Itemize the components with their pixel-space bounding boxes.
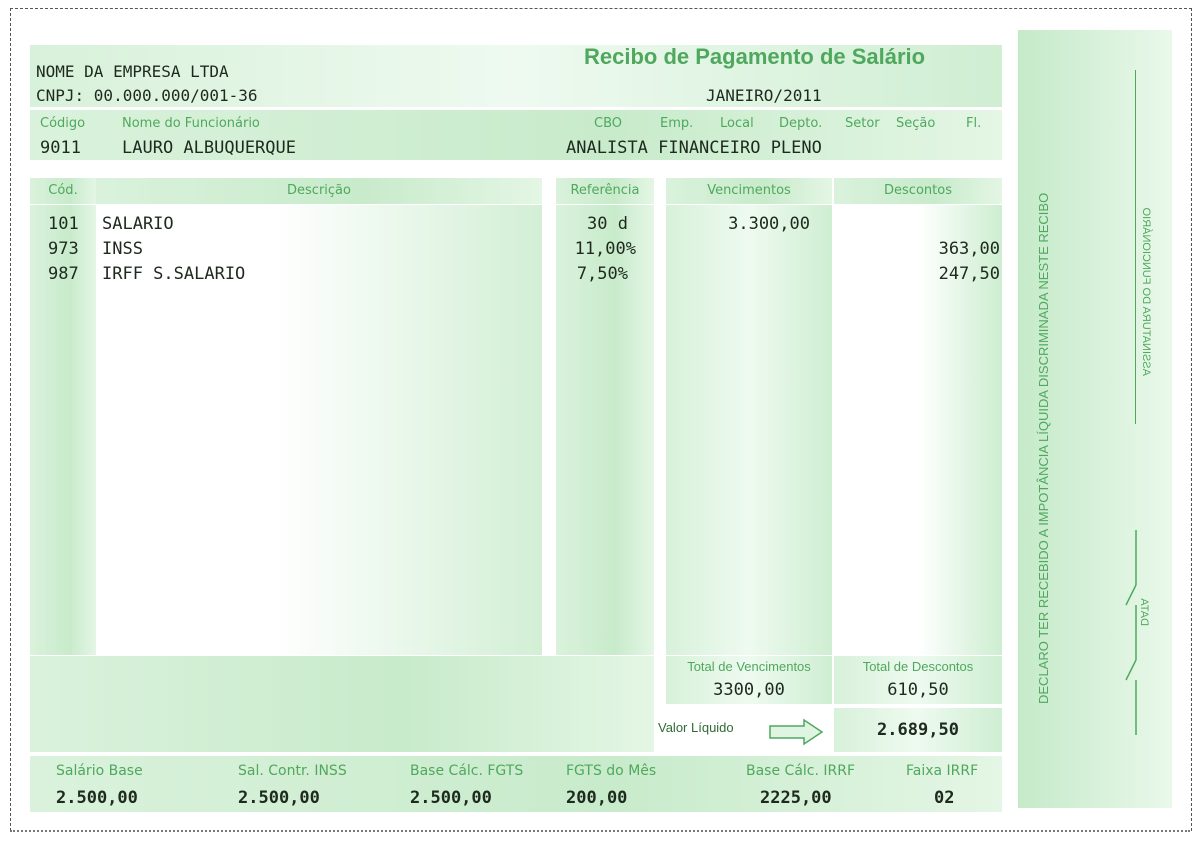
codigo-label: Código <box>40 116 86 131</box>
row-vencimentos: 3.300,00 <box>728 214 810 234</box>
signature-line <box>1135 70 1136 424</box>
fgts-mes-label: FGTS do Mês <box>566 763 657 779</box>
total-vencimentos-label: Total de Vencimentos <box>687 659 811 674</box>
setor-label: Setor <box>845 116 880 131</box>
faixa-irrf-value: 02 <box>934 788 955 808</box>
header-cod-text: Cód. <box>48 183 78 198</box>
depto-label: Depto. <box>779 116 823 131</box>
header-vencimentos: Vencimentos <box>666 178 832 204</box>
arrow-right-icon <box>769 718 824 746</box>
receipt-border <box>10 8 1192 831</box>
header-cod: Cód. <box>30 178 96 204</box>
base-calc-fgts-value: 2.500,00 <box>410 788 492 808</box>
local-label: Local <box>720 116 754 131</box>
date-line <box>1125 530 1137 735</box>
valor-liquido-label: Valor Líquido <box>658 720 734 735</box>
row-referencia: 7,50% <box>576 264 628 284</box>
receipt-period: JANEIRO/2011 <box>706 86 822 105</box>
base-calc-fgts-label: Base Cálc. FGTS <box>410 763 524 779</box>
receipt-title: Recibo de Pagamento de Salário <box>584 44 926 69</box>
sal-contr-inss-value: 2.500,00 <box>238 788 320 808</box>
row-descricao: INSS <box>102 239 143 259</box>
col-ref-bg <box>556 205 654 655</box>
row-referencia: 11,00% <box>574 239 636 259</box>
header-referencia-text: Referência <box>570 183 640 198</box>
signature-panel <box>1018 30 1172 808</box>
fgts-mes-value: 200,00 <box>566 788 628 808</box>
footer-band <box>30 756 1002 812</box>
row-descontos: 363,00 <box>938 239 1000 259</box>
header-vencimentos-text: Vencimentos <box>707 183 791 198</box>
company-cnpj: CNPJ: 00.000.000/001-36 <box>36 86 258 105</box>
col-desc-bg <box>96 205 542 655</box>
cbo-label: CBO <box>594 116 622 131</box>
row-descontos: 247,50 <box>938 264 1000 284</box>
faixa-irrf-label: Faixa IRRF <box>906 763 979 779</box>
salario-base-label: Salário Base <box>56 763 143 779</box>
cut-line <box>10 830 1190 832</box>
row-cod: 101 <box>48 214 79 234</box>
row-cod: 987 <box>48 264 79 284</box>
total-vencimentos-value: 3300,00 <box>713 680 785 700</box>
header-band <box>30 45 1002 107</box>
row-cod: 973 <box>48 239 79 259</box>
signature-label: ASSINATURA DO FUNCIONÁRIO <box>1140 207 1152 376</box>
sal-contr-inss-label: Sal. Contr. INSS <box>238 763 347 779</box>
col-venc-bg <box>666 205 832 655</box>
emp-label: Emp. <box>660 116 694 131</box>
col-cod-bg <box>30 205 96 655</box>
total-vencimentos-box <box>666 656 832 704</box>
declaration-text: DECLARO TER RECEBIDO A IMPOTÂNCIA LÍQUID… <box>1036 192 1051 704</box>
employee-band <box>30 110 1002 160</box>
base-calc-irrf-value: 2225,00 <box>760 788 832 808</box>
total-descontos-box <box>834 656 1002 704</box>
date-label: DATA <box>1138 598 1150 626</box>
secao-label: Seção <box>896 116 936 131</box>
row-descricao: IRFF S.SALARIO <box>102 264 246 284</box>
fl-label: Fl. <box>966 116 982 131</box>
employee-role: ANALISTA FINANCEIRO PLENO <box>566 138 822 158</box>
header-descricao: Descrição <box>96 178 542 204</box>
row-descricao: SALARIO <box>102 214 174 234</box>
row-referencia: 30 d <box>587 214 628 234</box>
company-name: NOME DA EMPRESA LTDA <box>36 62 229 81</box>
col-desc2-bg <box>834 205 1002 655</box>
nome-label: Nome do Funcionário <box>122 116 260 131</box>
header-descontos-text: Descontos <box>884 183 952 198</box>
header-descricao-text: Descrição <box>287 183 351 198</box>
header-descontos: Descontos <box>834 178 1002 204</box>
header-referencia: Referência <box>556 178 654 204</box>
employee-name: LAURO ALBUQUERQUE <box>122 138 296 158</box>
employee-code: 9011 <box>40 138 81 158</box>
base-calc-irrf-label: Base Cálc. IRRF <box>746 763 856 779</box>
total-descontos-value: 610,50 <box>887 680 949 700</box>
totals-left-band <box>30 656 654 752</box>
valor-liquido-box <box>834 708 1002 752</box>
valor-liquido-value: 2.689,50 <box>877 720 959 740</box>
salario-base-value: 2.500,00 <box>56 788 138 808</box>
total-descontos-label: Total de Descontos <box>862 659 974 674</box>
